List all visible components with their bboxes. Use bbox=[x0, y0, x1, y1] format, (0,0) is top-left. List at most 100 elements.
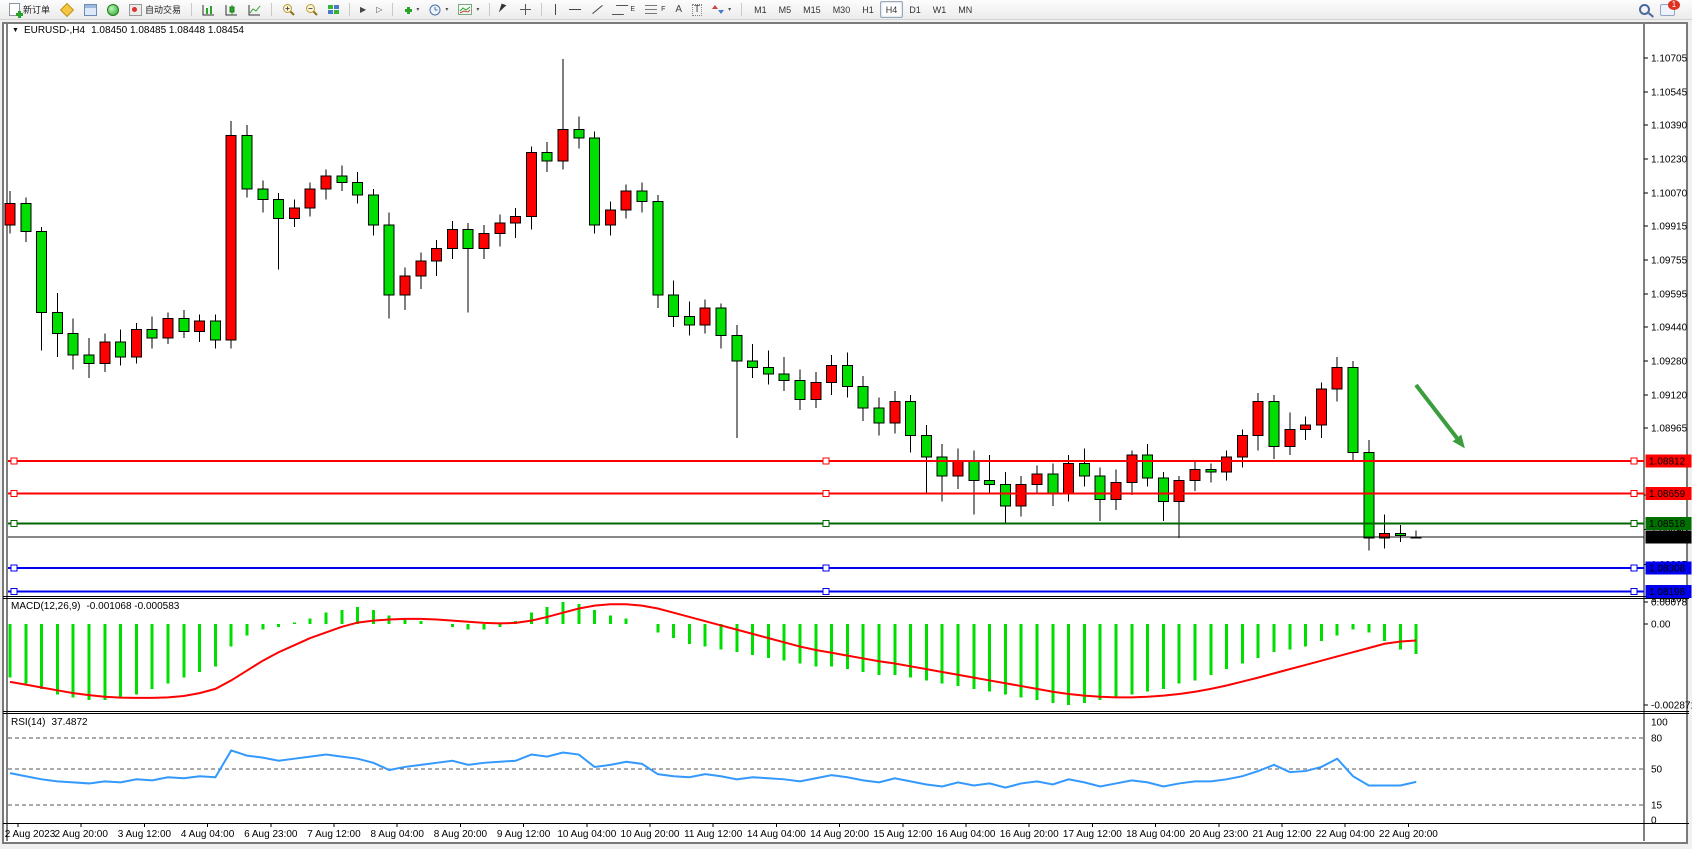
candle bbox=[320, 175, 332, 190]
candle bbox=[257, 188, 269, 200]
hline-handle[interactable] bbox=[10, 564, 18, 572]
search-button[interactable] bbox=[1635, 1, 1654, 19]
candle bbox=[225, 135, 237, 341]
candle bbox=[525, 152, 537, 218]
hline-handle[interactable] bbox=[1630, 564, 1638, 572]
symbol-period-label: EURUSD-,H4 bbox=[23, 25, 86, 36]
fibonacci-letter: F bbox=[661, 6, 666, 13]
hline-handle[interactable] bbox=[822, 457, 830, 465]
candle bbox=[383, 224, 395, 296]
candle bbox=[1173, 479, 1185, 503]
candle bbox=[826, 364, 838, 383]
trend-arrow-head[interactable] bbox=[1452, 434, 1465, 449]
navigator-icon bbox=[84, 3, 98, 16]
bar-chart-button[interactable] bbox=[198, 1, 219, 19]
candle bbox=[652, 201, 664, 296]
channel-tool-button[interactable]: E bbox=[610, 1, 639, 19]
vertical-line-tool-button[interactable] bbox=[548, 1, 563, 19]
line-chart-button[interactable] bbox=[244, 1, 265, 19]
trendline-tool-button[interactable] bbox=[587, 1, 608, 19]
channel-letter: E bbox=[630, 6, 636, 13]
terminal-button[interactable] bbox=[103, 1, 123, 19]
candle bbox=[304, 188, 316, 209]
auto-trading-label: 自动交易 bbox=[145, 5, 182, 15]
timeframe-button-M1[interactable]: M1 bbox=[754, 4, 767, 15]
rsi-indicator-label: RSI(14) 37.4872 bbox=[11, 717, 88, 728]
macd-signal-line bbox=[9, 603, 1417, 699]
price-tick-label: 1.10230 bbox=[1651, 155, 1688, 166]
candle bbox=[1315, 388, 1327, 426]
tile-windows-button[interactable] bbox=[324, 1, 343, 19]
trend-arrow-line[interactable] bbox=[1414, 383, 1462, 444]
candle bbox=[1363, 452, 1375, 539]
price-tick-label: 1.10070 bbox=[1651, 189, 1688, 200]
hline-handle[interactable] bbox=[1630, 457, 1638, 465]
timeframe-button-M5[interactable]: M5 bbox=[778, 4, 792, 15]
timeframe-button-H4[interactable]: H4 bbox=[879, 1, 904, 18]
hline-handle[interactable] bbox=[822, 489, 830, 497]
cursor-tool-button[interactable] bbox=[496, 1, 514, 19]
navigator-button[interactable] bbox=[80, 1, 101, 19]
candlestick-chart-button[interactable] bbox=[221, 1, 242, 19]
price-tick-label: 1.09755 bbox=[1651, 256, 1688, 267]
toolbar-separator bbox=[741, 3, 743, 16]
candle bbox=[889, 401, 901, 424]
price-line-badge bbox=[1645, 486, 1692, 500]
templates-button[interactable]: ▾ bbox=[454, 1, 483, 19]
arrows-tool-button[interactable]: ▾ bbox=[708, 1, 735, 19]
timeframe-button-MN[interactable]: MN bbox=[958, 4, 973, 15]
timeframe-button-W1[interactable]: W1 bbox=[932, 4, 947, 15]
hline-handle[interactable] bbox=[10, 489, 18, 497]
price-tick-label: 1.09120 bbox=[1651, 391, 1688, 402]
timeframe-button-M30[interactable]: M30 bbox=[832, 4, 851, 15]
text-tool-icon: A bbox=[675, 3, 683, 15]
chart-shift-button[interactable]: ▷ bbox=[372, 1, 386, 19]
periods-button[interactable]: ▾ bbox=[425, 1, 452, 19]
price-tick-label: 1.09440 bbox=[1651, 323, 1688, 334]
candle bbox=[620, 190, 632, 211]
zoom-out-button[interactable] bbox=[301, 1, 322, 19]
text-label-icon: T bbox=[692, 3, 703, 16]
hline-handle[interactable] bbox=[822, 519, 830, 527]
collapse-chart-icon[interactable]: ▼ bbox=[12, 27, 19, 34]
price-tick-label: 1.09595 bbox=[1651, 290, 1688, 301]
hline-handle[interactable] bbox=[1630, 489, 1638, 497]
new-order-icon bbox=[9, 3, 23, 18]
timeframe-button-M15[interactable]: M15 bbox=[803, 4, 821, 15]
notifications-button[interactable]: 1 bbox=[1656, 0, 1680, 19]
candle bbox=[415, 260, 427, 277]
auto-scroll-button[interactable]: ▶ bbox=[356, 1, 370, 19]
auto-scroll-icon: ▶ bbox=[360, 4, 367, 14]
hline-handle[interactable] bbox=[1630, 519, 1638, 527]
hline-handle[interactable] bbox=[1630, 587, 1638, 595]
hline-handle[interactable] bbox=[10, 457, 18, 465]
ohlc-values: 1.08450 1.08485 1.08448 1.08454 bbox=[91, 25, 244, 36]
zoom-in-button[interactable] bbox=[278, 1, 299, 19]
time-tick-label: 2 Aug 20:00 bbox=[55, 829, 109, 840]
toolbar-separator bbox=[271, 3, 273, 16]
template-icon bbox=[458, 4, 473, 15]
crosshair-icon bbox=[520, 4, 532, 15]
candle bbox=[794, 379, 806, 400]
hline-handle[interactable] bbox=[10, 519, 18, 527]
price-line-badge-text: 1.08812 bbox=[1649, 456, 1686, 467]
price-line-badge bbox=[1645, 561, 1692, 575]
timeframe-button-D1[interactable]: D1 bbox=[909, 4, 921, 15]
auto-trading-button[interactable]: 自动交易 bbox=[125, 1, 185, 19]
timeframe-button-H1[interactable]: H1 bbox=[862, 4, 874, 15]
fibonacci-tool-button[interactable]: F bbox=[641, 1, 669, 19]
price-tick-label: 1.08165 bbox=[1651, 594, 1688, 605]
hline-handle[interactable] bbox=[822, 587, 830, 595]
macd-indicator-label: MACD(12,26,9) -0.001068 -0.000583 bbox=[11, 601, 179, 612]
hline-handle[interactable] bbox=[822, 564, 830, 572]
market-watch-button[interactable] bbox=[56, 1, 78, 19]
horizontal-line-tool-button[interactable] bbox=[565, 1, 585, 19]
crosshair-tool-button[interactable] bbox=[516, 1, 535, 19]
indicators-button[interactable]: ▾ bbox=[399, 1, 423, 19]
text-tool-button[interactable]: A bbox=[671, 1, 686, 19]
new-order-button[interactable]: 新订单 bbox=[5, 1, 54, 19]
rsi-axis-label: 100 bbox=[1651, 718, 1668, 729]
text-label-tool-button[interactable]: T bbox=[688, 1, 706, 19]
hline-handle[interactable] bbox=[10, 587, 18, 595]
